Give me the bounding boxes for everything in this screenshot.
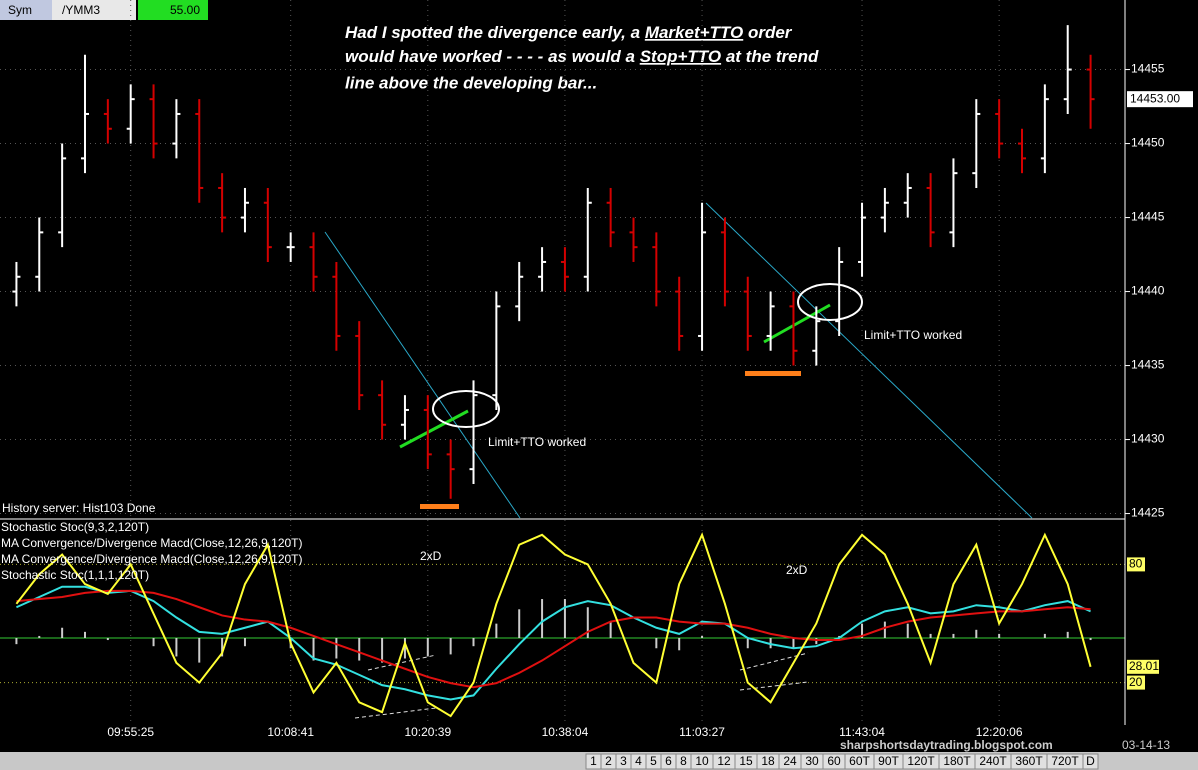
annotation-text: would have worked - - - - as would a <box>345 47 640 66</box>
tab-label: 18 <box>761 754 775 768</box>
annotation-text: order <box>743 23 793 42</box>
x-tick-label: 09:55:25 <box>107 725 154 739</box>
tab-label: 360T <box>1015 754 1043 768</box>
orange-marker <box>745 371 801 376</box>
tab-label: 30 <box>805 754 819 768</box>
tab-label: 90T <box>878 754 899 768</box>
legend-entry: MA Convergence/Divergence Macd(Close,12,… <box>1 536 303 550</box>
tab-label: 1 <box>590 754 597 768</box>
x-tick-label: 10:20:39 <box>404 725 451 739</box>
note: 2xD <box>786 563 808 577</box>
tab-label: 5 <box>650 754 657 768</box>
tab-label: 6 <box>665 754 672 768</box>
y-tick-label: 14450 <box>1131 136 1165 150</box>
orange-marker <box>420 504 459 509</box>
note: Limit+TTO worked <box>488 435 586 449</box>
green-line <box>399 409 469 449</box>
legend-entry: MA Convergence/Divergence Macd(Close,12,… <box>1 552 303 566</box>
trend-line <box>705 202 1033 519</box>
tab-label: 2 <box>605 754 612 768</box>
level-box <box>1127 557 1145 572</box>
tab-label: 3 <box>620 754 627 768</box>
x-tick-label: 11:03:27 <box>679 725 725 739</box>
y-tick-label: 14425 <box>1131 506 1165 520</box>
tab-label: 12 <box>717 754 731 768</box>
level-label: 80 <box>1129 557 1143 571</box>
tab-label: 8 <box>680 754 687 768</box>
annotation-text: Stop+TTO <box>640 47 721 66</box>
y-tick-label: 14430 <box>1131 432 1165 446</box>
note: Limit+TTO worked <box>864 328 962 342</box>
note: 2xD <box>420 549 442 563</box>
tab-label: 180T <box>943 754 971 768</box>
x-tick-label: 11:43:04 <box>839 725 885 739</box>
tab-label: D <box>1086 754 1095 768</box>
annotation: would have worked - - - - as would a Sto… <box>345 47 819 66</box>
last-price-label: 14453.00 <box>1130 91 1180 105</box>
symbol: /YMM3 <box>62 3 100 17</box>
y-tick-label: 14435 <box>1131 358 1165 372</box>
y-tick-label: 14440 <box>1131 284 1165 298</box>
y-tick-label: 14455 <box>1131 62 1165 76</box>
divergence-line <box>739 681 809 691</box>
green-line <box>763 303 831 344</box>
divergence-line <box>367 654 437 671</box>
date: 03-14-13 <box>1122 738 1170 752</box>
tab-label: 720T <box>1051 754 1079 768</box>
circle <box>797 283 863 321</box>
stoch-value-label: 28.01 <box>1129 659 1159 673</box>
annotation-text: Had I spotted the divergence early, a <box>345 23 645 42</box>
tab-label: 120T <box>907 754 935 768</box>
symbol-box[interactable] <box>52 0 136 20</box>
status-text: History server: Hist103 Done <box>2 501 156 515</box>
tab-label: 240T <box>979 754 1007 768</box>
tab-label: 60T <box>849 754 870 768</box>
x-tick-label: 10:08:41 <box>267 725 314 739</box>
tab[interactable] <box>1082 753 1099 770</box>
x-tick-label: 10:38:04 <box>542 725 589 739</box>
annotation-text: line above the developing bar... <box>345 73 597 92</box>
y-tick-label: 14445 <box>1131 210 1165 224</box>
x-tick-label: 12:20:06 <box>976 725 1023 739</box>
legend-entry: Stochastic Stoc(9,3,2,120T) <box>1 520 149 534</box>
annotation: Had I spotted the divergence early, a Ma… <box>345 23 793 42</box>
value-box <box>138 0 208 20</box>
stoch-value-box <box>1127 659 1159 674</box>
trend-line <box>324 231 521 519</box>
sym-label: Sym <box>8 3 32 17</box>
macd-line <box>16 585 1091 701</box>
level-box <box>1127 675 1145 690</box>
tab-label: 24 <box>783 754 797 768</box>
macd-line <box>16 589 1091 689</box>
watermark: sharpshortsdaytrading.blogspot.com <box>840 738 1053 752</box>
level-label: 20 <box>1129 675 1143 689</box>
circle <box>432 390 500 428</box>
last-price-box <box>1127 91 1193 108</box>
tab-label: 10 <box>695 754 709 768</box>
sym-box <box>0 0 52 20</box>
tab-label: 4 <box>635 754 642 768</box>
tab-label: 15 <box>739 754 753 768</box>
header-value: 55.00 <box>170 3 200 17</box>
legend-entry: Stochastic Stoc(1,1,1,120T) <box>1 568 149 582</box>
annotation-text: Market+TTO <box>645 23 743 42</box>
annotation-text: at the trend <box>721 47 819 66</box>
stoch-line <box>15 532 1092 718</box>
tab-label: 60 <box>827 754 841 768</box>
